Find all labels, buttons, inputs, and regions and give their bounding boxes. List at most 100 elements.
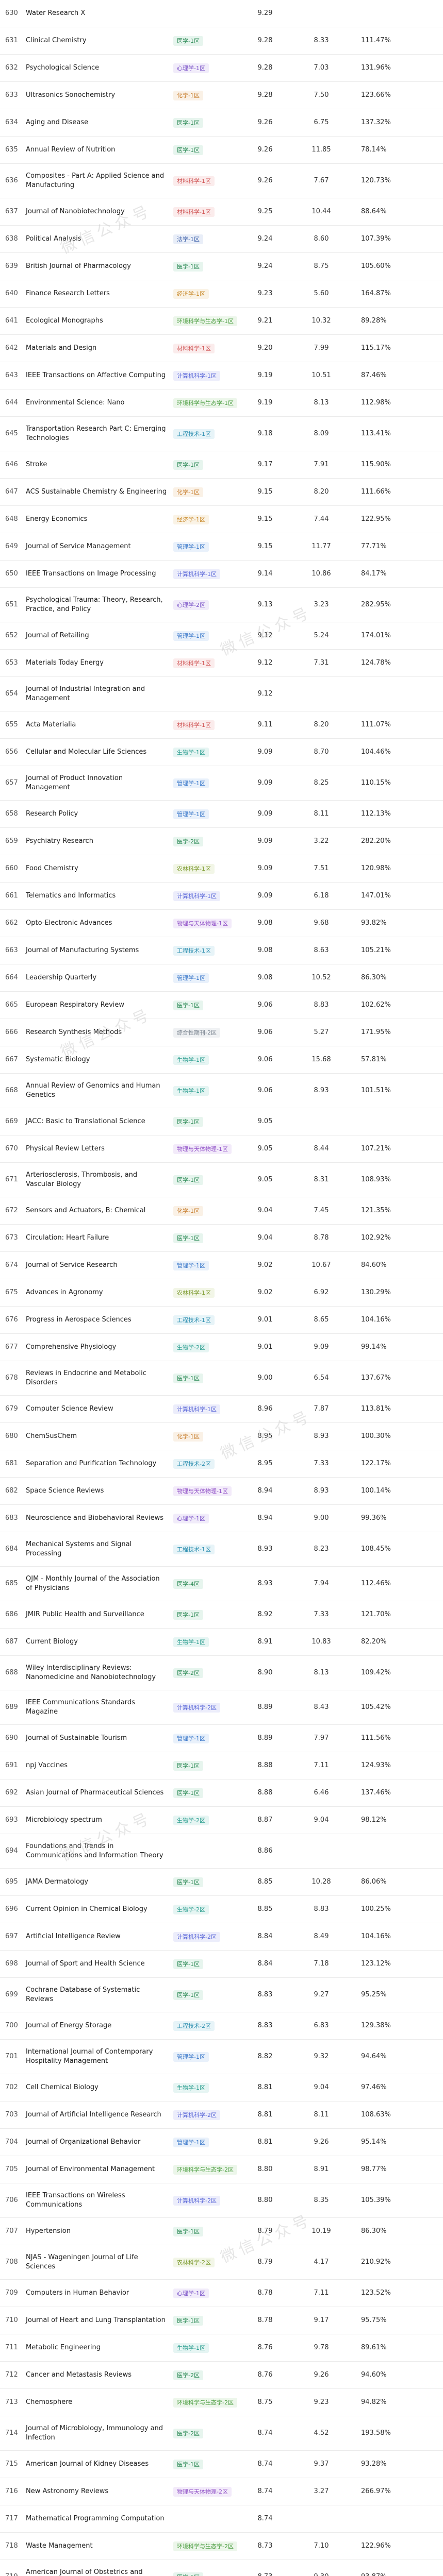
table-row: 689 IEEE Communications Standards Magazin… <box>0 1690 443 1725</box>
table-row: 666 Research Synthesis Methods 综合性期刊-2区 9.0… <box>0 1019 443 1046</box>
impact-factor-value: 8.78 <box>257 2289 273 2297</box>
ratio-value: 95.25% <box>361 1991 387 1998</box>
table-row: 630 Water Research X 9.29 <box>0 0 443 27</box>
ratio-value: 111.66% <box>361 488 391 496</box>
category-cell: 医学-1区 <box>170 1112 242 1132</box>
category-cell: 心理学-2区 <box>170 595 242 615</box>
impact-factor-value: 9.20 <box>257 344 273 352</box>
impact-factor-value: 8.81 <box>257 2111 273 2119</box>
ratio-value: 105.60% <box>361 262 391 270</box>
category-cell: 物理与天体物理-1区 <box>170 1139 242 1159</box>
impact-factor-value: 8.95 <box>257 1432 273 1440</box>
row-rank: 648 <box>5 515 18 523</box>
previous-value: 8.33 <box>314 37 329 44</box>
impact-factor-value: 9.04 <box>257 1207 273 1214</box>
category-cell: 环境科学与生态学-2区 <box>170 2393 242 2413</box>
previous-value: 8.65 <box>314 1316 329 1324</box>
ratio-value: 94.82% <box>361 2398 387 2406</box>
previous-value: 3.22 <box>314 837 329 845</box>
ratio-value <box>355 1114 443 1129</box>
category-cell: 工程技术-2区 <box>170 2016 242 2036</box>
category-badge: 管理学-1区 <box>173 541 209 552</box>
row-rank: 674 <box>5 1261 18 1269</box>
category-badge: 计算机科学-2区 <box>173 1702 220 1713</box>
category-badge: 计算机科学-2区 <box>173 1931 220 1942</box>
category-badge: 工程技术-2区 <box>173 2021 215 2031</box>
previous-value: 8.44 <box>314 1145 329 1153</box>
category-cell: 心理学-1区 <box>170 1509 242 1529</box>
journal-name: Journal of Organizational Behavior <box>26 2138 141 2146</box>
ratio-value: 130.29% <box>361 1289 391 1296</box>
table-row: 711 Metabolic Engineering 生物学-1区 8.76 9.78 89… <box>0 2334 443 2362</box>
previous-value: 7.31 <box>314 659 329 667</box>
journal-name: Space Science Reviews <box>26 1487 104 1495</box>
journal-name: Artificial Intelligence Review <box>26 1933 121 1940</box>
row-rank: 691 <box>5 1761 18 1769</box>
previous-value: 8.75 <box>314 262 329 270</box>
table-row: 662 Opto-Electronic Advances 物理与天体物理-1区 9.0… <box>0 910 443 937</box>
row-rank: 676 <box>5 1316 18 1324</box>
category-badge: 农林科学-1区 <box>173 863 215 874</box>
ratio-value: 97.46% <box>361 2083 387 2091</box>
category-cell <box>170 689 242 699</box>
table-row: 660 Food Chemistry 农林科学-1区 9.09 7.51 120.98% <box>0 855 443 883</box>
ratio-value: 105.39% <box>361 2196 391 2204</box>
impact-factor-value: 9.01 <box>257 1343 273 1351</box>
category-cell: 生物学-1区 <box>170 2338 242 2358</box>
journal-name: Acta Materialia <box>26 721 76 728</box>
impact-factor-value: 9.01 <box>257 1316 273 1324</box>
category-cell: 生物学-1区 <box>170 1081 242 1101</box>
ratio-value: 84.60% <box>361 1261 387 1269</box>
ratio-value: 137.67% <box>361 1374 391 1382</box>
row-rank: 647 <box>5 488 18 496</box>
journal-name: Ultrasonics Sonochemistry <box>26 91 116 99</box>
previous-value: 8.20 <box>314 721 329 728</box>
category-badge: 医学-1区 <box>173 1116 203 1127</box>
ratio-value: 282.95% <box>361 601 391 608</box>
journal-name: American Journal of Kidney Diseases <box>26 2460 149 2468</box>
row-rank: 644 <box>5 399 18 406</box>
ratio-value: 164.87% <box>361 290 391 297</box>
category-badge: 工程技术-1区 <box>173 1544 215 1554</box>
previous-value: 8.49 <box>314 1933 329 1940</box>
ratio-value: 94.64% <box>361 2053 387 2060</box>
impact-factor-value: 8.95 <box>257 1460 273 1467</box>
category-cell: 工程技术-1区 <box>170 1539 242 1560</box>
row-rank: 632 <box>5 64 18 72</box>
category-badge: 医学-1区 <box>173 460 203 470</box>
row-rank: 662 <box>5 919 18 927</box>
impact-factor-value: 8.79 <box>257 2227 273 2235</box>
ratio-value: 94.60% <box>361 2371 387 2379</box>
category-cell: 材料科学-1区 <box>170 202 242 222</box>
impact-factor-value: 9.09 <box>257 748 273 756</box>
previous-value: 11.85 <box>311 146 331 154</box>
impact-factor-value: 9.17 <box>257 461 273 468</box>
ratio-value: 89.28% <box>361 317 387 325</box>
category-cell: 化学-1区 <box>170 86 242 106</box>
category-cell: 计算机科学-2区 <box>170 2191 242 2211</box>
category-cell: 计算机科学-2区 <box>170 1698 242 1718</box>
row-rank: 661 <box>5 892 18 900</box>
row-rank: 703 <box>5 2111 18 2119</box>
table-row: 673 Circulation: Heart Failure 医学-1区 9.04 8.… <box>0 1225 443 1252</box>
table-row: 705 Journal of Environmental Management 环境… <box>0 2156 443 2183</box>
row-rank: 702 <box>5 2083 18 2091</box>
previous-value: 7.03 <box>314 64 329 72</box>
journal-name: Finance Research Letters <box>26 290 110 297</box>
category-badge: 农林科学-1区 <box>173 1287 215 1298</box>
journal-name: Leadership Quarterly <box>26 974 97 981</box>
previous-value: 8.43 <box>314 1703 329 1711</box>
journal-name: Annual Review of Nutrition <box>26 146 116 154</box>
journal-name: Comprehensive Physiology <box>26 1343 117 1351</box>
previous-value: 9.00 <box>314 1514 329 1522</box>
table-row: 646 Stroke 医学-1区 9.17 7.91 115.90% <box>0 451 443 479</box>
previous-value: 7.10 <box>314 2542 329 2550</box>
category-badge: 生物学-1区 <box>173 747 209 757</box>
ratio-value: 86.30% <box>361 2227 387 2235</box>
table-row: 668 Annual Review of Genomics and Human G… <box>0 1074 443 1108</box>
row-rank: 653 <box>5 659 18 667</box>
category-badge: 工程技术-1区 <box>173 945 215 956</box>
row-rank: 707 <box>5 2227 18 2235</box>
category-badge: 计算机科学-1区 <box>173 569 220 579</box>
category-cell: 医学-2区 <box>170 1663 242 1683</box>
